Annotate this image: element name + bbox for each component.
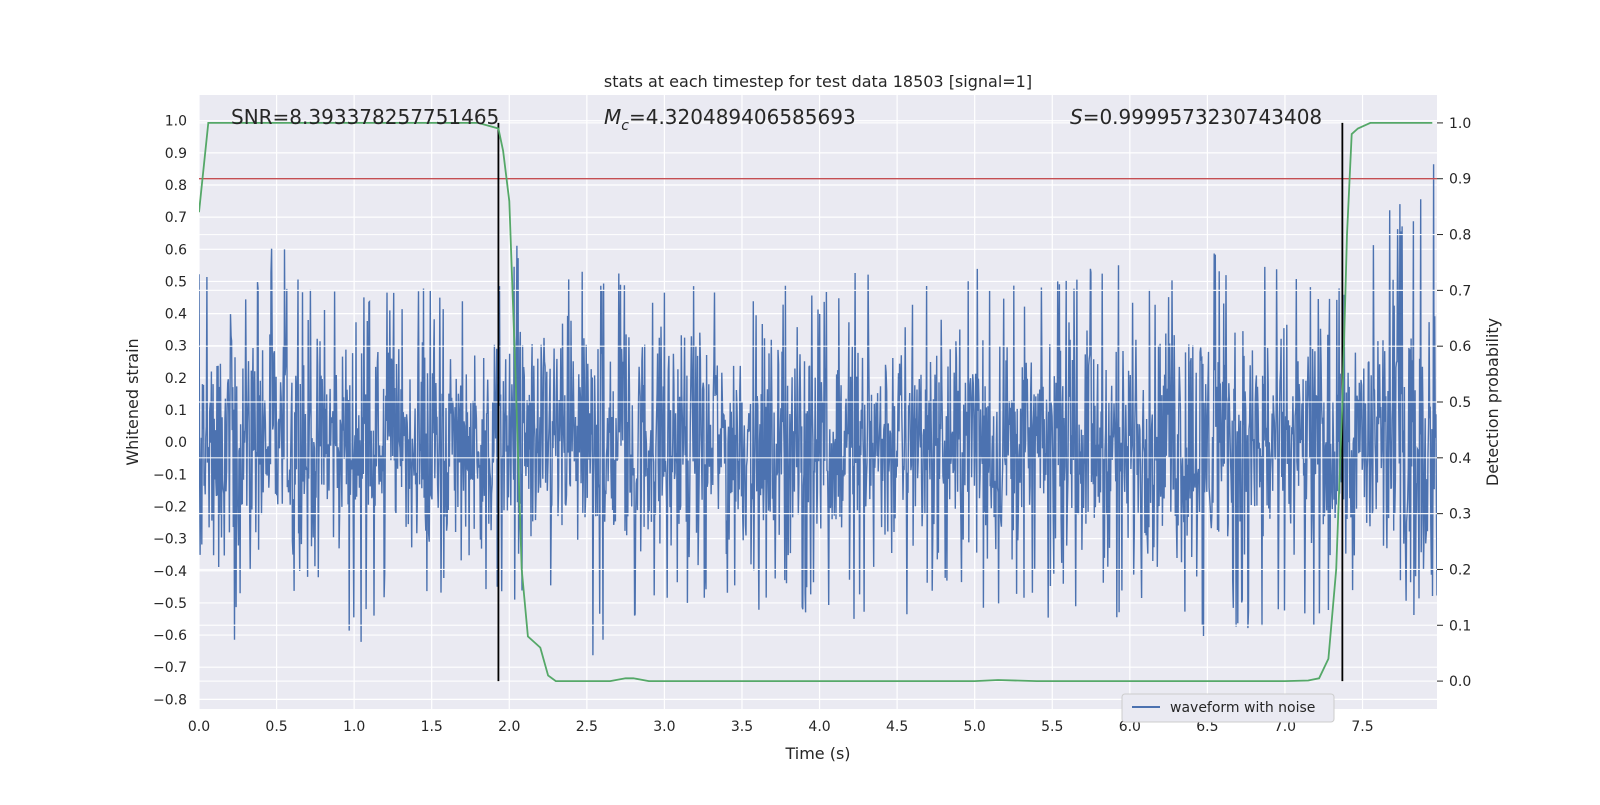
x-tick-label: 6.5 [1196, 719, 1218, 735]
x-tick-label: 7.0 [1274, 719, 1296, 735]
y-left-tick-label: −0.7 [153, 660, 187, 676]
s-annotation: S=0.9999573230743408 [1070, 105, 1322, 129]
y-left-tick-label: 0.4 [165, 307, 187, 323]
x-tick-label: 0.0 [188, 719, 210, 735]
y-right-axis-label: Detection probability [1483, 318, 1502, 486]
waveform-series [199, 164, 1437, 656]
x-tick-label: 3.0 [653, 719, 675, 735]
y-right-tick-label: 0.4 [1449, 451, 1471, 467]
s-value: =0.9999573230743408 [1083, 105, 1322, 129]
probability-line [199, 122, 1433, 682]
y-left-tick-label: 0.2 [165, 371, 187, 387]
x-tick-label: 6.0 [1119, 719, 1141, 735]
x-tick-label: 7.5 [1351, 719, 1373, 735]
y-left-tick-label: −0.3 [153, 532, 187, 548]
y-right-tick-label: 0.7 [1449, 283, 1471, 299]
y-right-tick-label: 0.5 [1449, 395, 1471, 411]
mc-annotation: Mc=4.320489406585693 [604, 105, 856, 134]
y-right-tick-label: 0.9 [1449, 172, 1471, 188]
mc-subscript: c [621, 118, 629, 134]
x-tick-label: 0.5 [265, 719, 287, 735]
x-tick-label: 5.5 [1041, 719, 1063, 735]
y-left-axis-ticks: 1.0 0.9 0.8 0.7 0.6 0.5 0.4 0.3 0.2 0.1 0.0 −0.1 −0.… [153, 114, 187, 709]
probability-series [199, 122, 1433, 682]
legend: waveform with noise [1121, 693, 1335, 723]
y-right-axis-ticks: 1.0 0.9 0.8 0.7 0.6 0.5 0.4 0.3 0.2 0.1 0.0 [1437, 116, 1471, 690]
y-left-tick-label: 0.8 [165, 178, 187, 194]
y-left-tick-label: −0.4 [153, 564, 187, 580]
y-left-tick-label: 0.1 [165, 403, 187, 419]
y-left-tick-label: −0.1 [153, 467, 187, 483]
y-right-tick-label: 0.2 [1449, 562, 1471, 578]
x-tick-label: 3.5 [731, 719, 753, 735]
x-tick-label: 2.5 [576, 719, 598, 735]
y-right-tick-label: 0.8 [1449, 228, 1471, 244]
x-tick-label: 5.0 [964, 719, 986, 735]
y-left-tick-label: −0.6 [153, 628, 187, 644]
y-right-tick-label: 0.3 [1449, 507, 1471, 523]
y-right-tick-label: 1.0 [1449, 116, 1471, 132]
legend-entry-waveform: waveform with noise [1170, 700, 1315, 716]
x-tick-label: 2.0 [498, 719, 520, 735]
y-left-tick-label: −0.8 [153, 692, 187, 708]
x-tick-label: 4.5 [886, 719, 908, 735]
x-axis-label: Time (s) [784, 744, 850, 763]
y-left-tick-label: −0.2 [153, 499, 187, 515]
y-left-tick-label: 0.5 [165, 274, 187, 290]
y-left-tick-label: −0.5 [153, 596, 187, 612]
waveform-line [199, 164, 1437, 656]
mc-symbol: M [604, 105, 621, 129]
legend-box [1121, 693, 1335, 723]
chart-title: stats at each timestep for test data 185… [604, 72, 1032, 91]
snr-annotation: SNR=8.393378257751465 [231, 105, 499, 129]
y-left-tick-label: 0.7 [165, 210, 187, 226]
x-tick-label: 1.5 [421, 719, 443, 735]
x-tick-label: 1.0 [343, 719, 365, 735]
y-left-axis-label: Whitened strain [123, 338, 142, 465]
y-left-tick-label: 1.0 [165, 114, 187, 130]
y-left-tick-label: 0.0 [165, 435, 187, 451]
y-left-tick-label: 0.6 [165, 242, 187, 258]
y-right-tick-label: 0.6 [1449, 339, 1471, 355]
s-symbol: S [1070, 105, 1083, 129]
y-right-tick-label: 0.1 [1449, 618, 1471, 634]
mc-value: =4.320489406585693 [629, 105, 856, 129]
y-left-tick-label: 0.9 [165, 146, 187, 162]
x-tick-label: 4.0 [808, 719, 830, 735]
y-right-tick-label: 0.0 [1449, 674, 1471, 690]
y-left-tick-label: 0.3 [165, 339, 187, 355]
x-axis-ticks: 0.0 0.5 1.0 1.5 2.0 2.5 3.0 3.5 4.0 4.5 5.0 5.5 6.0 6… [188, 719, 1374, 735]
